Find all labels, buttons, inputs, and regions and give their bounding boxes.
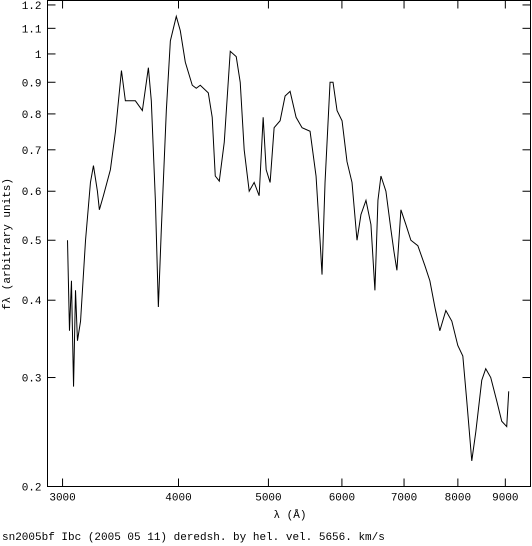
y-tick-label: 0.8	[22, 110, 42, 122]
y-tick-label: 1.1	[22, 24, 42, 36]
y-tick-label: 0.2	[22, 483, 42, 495]
y-tick-label: 1	[35, 50, 42, 62]
x-tick-label: 4000	[165, 493, 191, 505]
x-tick-label: 3000	[49, 493, 75, 505]
x-tick-label: 6000	[329, 493, 355, 505]
spectrum-line	[67, 14, 510, 461]
y-tick-label: 1.2	[22, 1, 42, 13]
x-tick-label: 7000	[391, 493, 417, 505]
plot-frame	[47, 0, 531, 487]
y-tick-label: 0.5	[22, 236, 42, 248]
x-tick-label: 8000	[445, 493, 471, 505]
y-tick-label: 0.9	[22, 78, 42, 90]
x-tick-label: 5000	[255, 493, 281, 505]
y-tick-label: 0.7	[22, 146, 42, 158]
y-axis-label: fλ (arbitrary units)	[2, 178, 14, 310]
y-tick-label: 0.6	[22, 187, 42, 199]
x-tick-label: 9000	[492, 493, 518, 505]
caption: sn2005bf Ibc (2005 05 11) deredsh. by he…	[2, 532, 385, 544]
y-tick-label: 0.3	[22, 374, 42, 386]
x-axis-label: λ (Å)	[273, 509, 306, 522]
y-tick-label: 0.4	[22, 296, 42, 308]
